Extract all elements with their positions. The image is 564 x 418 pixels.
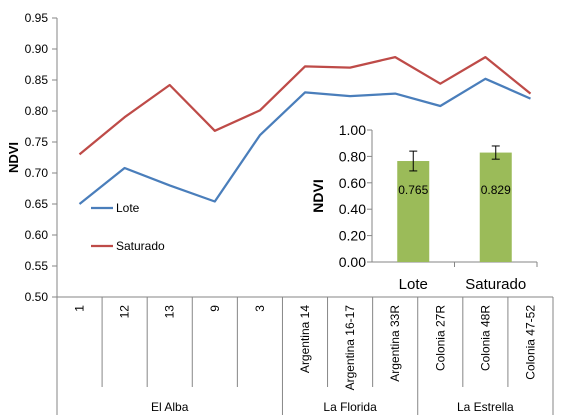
- inset-y-tick-label: 1.00: [339, 122, 366, 138]
- main-x-category-label: Argentina 33R: [388, 305, 402, 382]
- legend-label-lote: Lote: [116, 201, 140, 215]
- main-x-category-label: Colonia 27R: [433, 305, 447, 371]
- main-y-tick-label: 0.50: [25, 290, 49, 304]
- main-y-tick-label: 0.65: [25, 197, 49, 211]
- main-y-tick-label: 0.80: [25, 104, 49, 118]
- main-y-tick-label: 0.95: [25, 11, 49, 25]
- main-chart-series: [78, 55, 532, 205]
- main-chart-legend: Lote Saturado: [91, 201, 165, 253]
- main-chart-axes: 0.50 0.55 0.60 0.65 0.70 0.75 0.80 0.85 0.90 0.95…: [6, 11, 58, 304]
- main-group-label: La Florida: [323, 400, 377, 414]
- main-y-tick-label: 0.70: [25, 166, 49, 180]
- inset-y-tick-label: 0.80: [339, 148, 366, 164]
- main-x-category-label: 12: [118, 305, 132, 319]
- main-x-category-label: 13: [163, 305, 177, 319]
- inset-bar-saturado: [479, 152, 512, 262]
- main-x-category-label: 1: [73, 305, 87, 312]
- inset-bar-value-label: 0.829: [481, 183, 511, 197]
- main-x-category-label: 3: [253, 305, 267, 312]
- series-line-lote: [78, 77, 531, 205]
- series-line-saturado: [78, 55, 532, 156]
- main-chart-category-labels: 1 12 13 9 3 Argentina 14 Argentina 16-17 Argent…: [56, 296, 554, 415]
- main-x-category-label: Argentina 16-17: [343, 305, 357, 391]
- main-x-category-label: Colonia 48R: [478, 305, 492, 371]
- main-y-tick-label: 0.90: [25, 42, 49, 56]
- inset-bar-lote: [397, 161, 430, 262]
- inset-bar-chart: 0.00 0.20 0.40 0.60 0.80 1.00 NDVI 0.765 Lote 0.8…: [304, 113, 552, 296]
- main-x-category-label: Argentina 14: [298, 305, 312, 373]
- inset-y-tick-label: 0.00: [339, 254, 366, 270]
- inset-y-axis-title: NDVI: [310, 179, 326, 212]
- main-y-tick-label: 0.75: [25, 135, 49, 149]
- main-x-category-label: 9: [208, 305, 222, 312]
- inset-y-tick-label: 0.40: [339, 201, 366, 217]
- inset-y-tick-label: 0.60: [339, 175, 366, 191]
- main-group-label: La Estrella: [457, 400, 514, 414]
- inset-x-category-label: Lote: [399, 276, 428, 293]
- inset-bar-value-label: 0.765: [398, 183, 428, 197]
- legend-label-saturado: Saturado: [116, 239, 165, 253]
- main-y-tick-label: 0.60: [25, 228, 49, 242]
- main-group-label: El Alba: [151, 400, 189, 414]
- inset-x-category-label: Saturado: [465, 276, 526, 293]
- main-y-tick-label: 0.85: [25, 73, 49, 87]
- main-y-axis-title: NDVI: [6, 142, 21, 173]
- inset-y-tick-label: 0.20: [339, 228, 366, 244]
- main-x-category-label: Colonia 47-52: [523, 305, 537, 380]
- main-y-tick-label: 0.55: [25, 259, 49, 273]
